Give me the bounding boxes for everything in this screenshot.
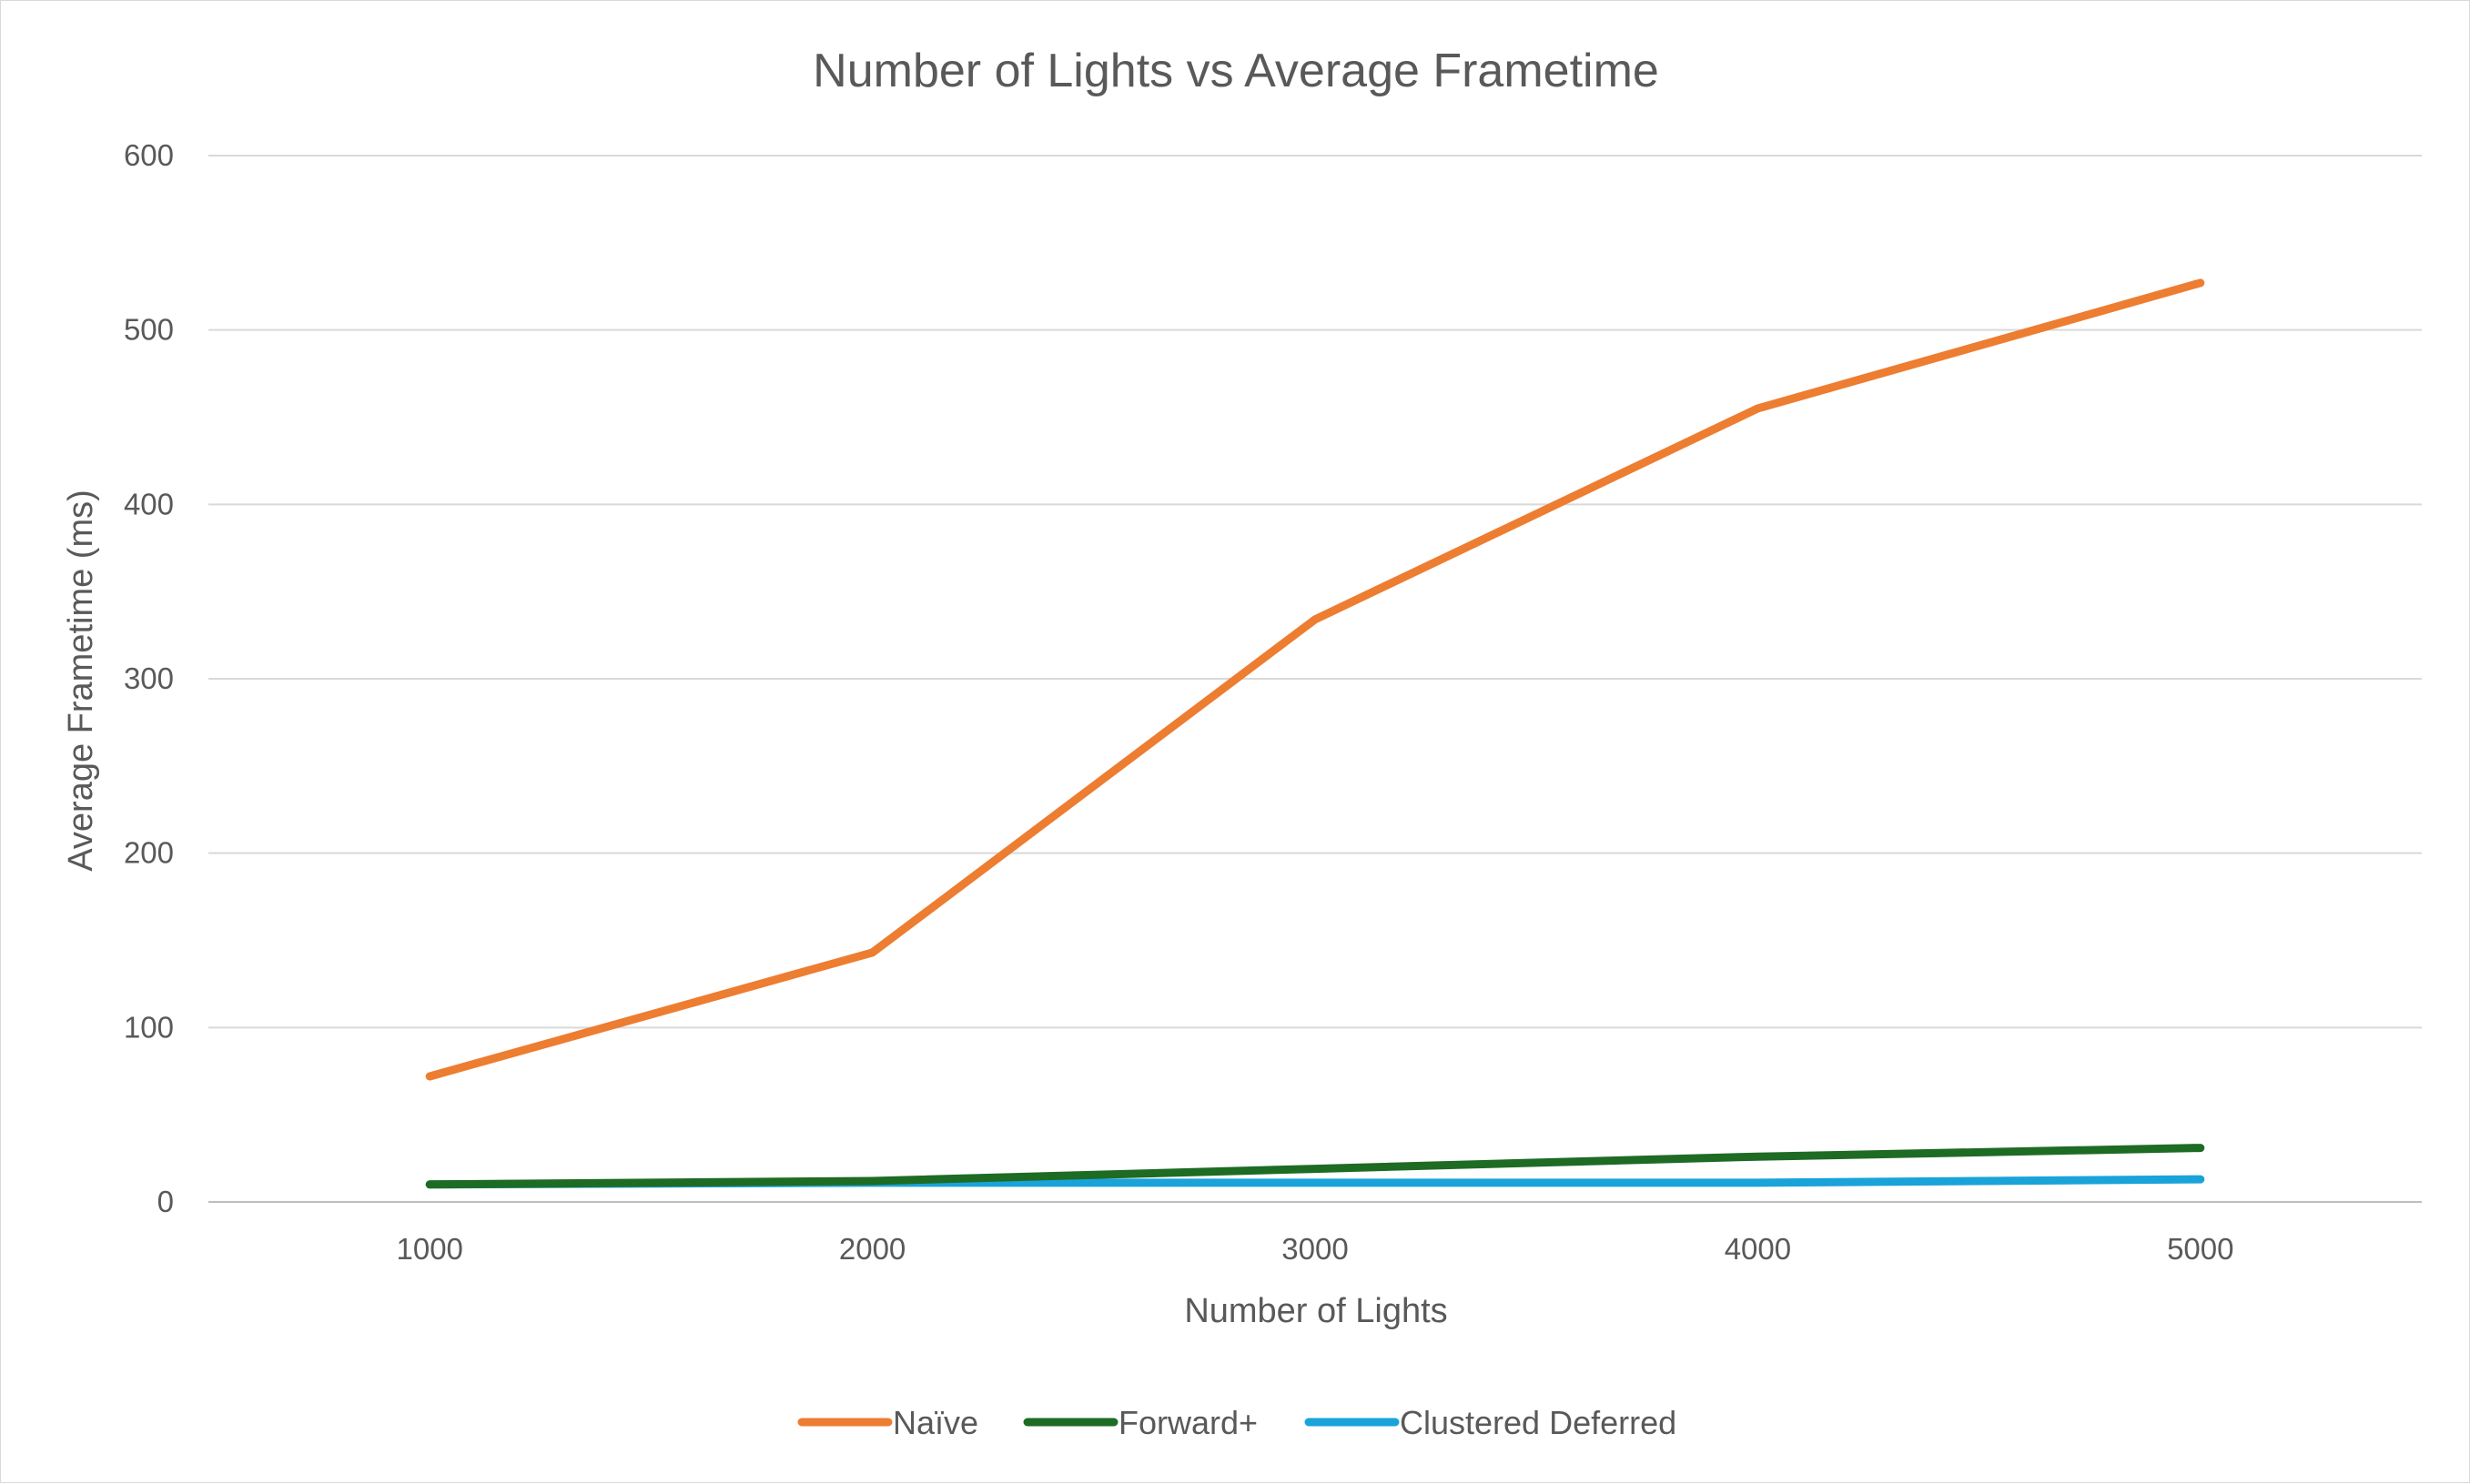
- chart-title: Number of Lights vs Average Frametime: [813, 45, 1659, 97]
- y-tick-label: 200: [124, 836, 174, 870]
- x-tick-label: 1000: [396, 1232, 462, 1266]
- series-line-forward: [425, 1144, 2205, 1189]
- x-axis-title: Number of Lights: [1184, 1292, 1447, 1330]
- legend: Naïve Forward+ Clustered Deferred: [797, 1404, 1676, 1441]
- y-tick-label: 500: [124, 313, 174, 347]
- x-tick-label: 5000: [2167, 1232, 2233, 1266]
- y-tick-label: 300: [124, 661, 174, 695]
- x-tick-label: 3000: [1281, 1232, 1348, 1266]
- y-axis-ticks: 0 100 200 300 400 500 600: [124, 138, 174, 1218]
- legend-item: Naïve: [797, 1404, 978, 1441]
- series-lines: [425, 278, 2205, 1189]
- legend-item: Forward+: [1023, 1404, 1258, 1441]
- y-tick-label: 600: [124, 138, 174, 172]
- x-tick-label: 2000: [839, 1232, 906, 1266]
- legend-label: Naïve: [893, 1404, 978, 1441]
- x-tick-label: 4000: [1725, 1232, 1791, 1266]
- y-tick-label: 100: [124, 1010, 174, 1044]
- legend-item: Clustered Deferred: [1304, 1404, 1676, 1441]
- y-axis-title: Average Frametime (ms): [62, 490, 100, 872]
- y-tick-label: 400: [124, 487, 174, 520]
- legend-label: Forward+: [1119, 1404, 1258, 1441]
- series-line-na-ve: [425, 278, 2205, 1081]
- x-axis-ticks: 1000 2000 3000 4000 5000: [396, 1232, 2233, 1266]
- legend-label: Clustered Deferred: [1400, 1404, 1676, 1441]
- y-tick-label: 0: [157, 1185, 174, 1218]
- gridlines: [208, 155, 2422, 1203]
